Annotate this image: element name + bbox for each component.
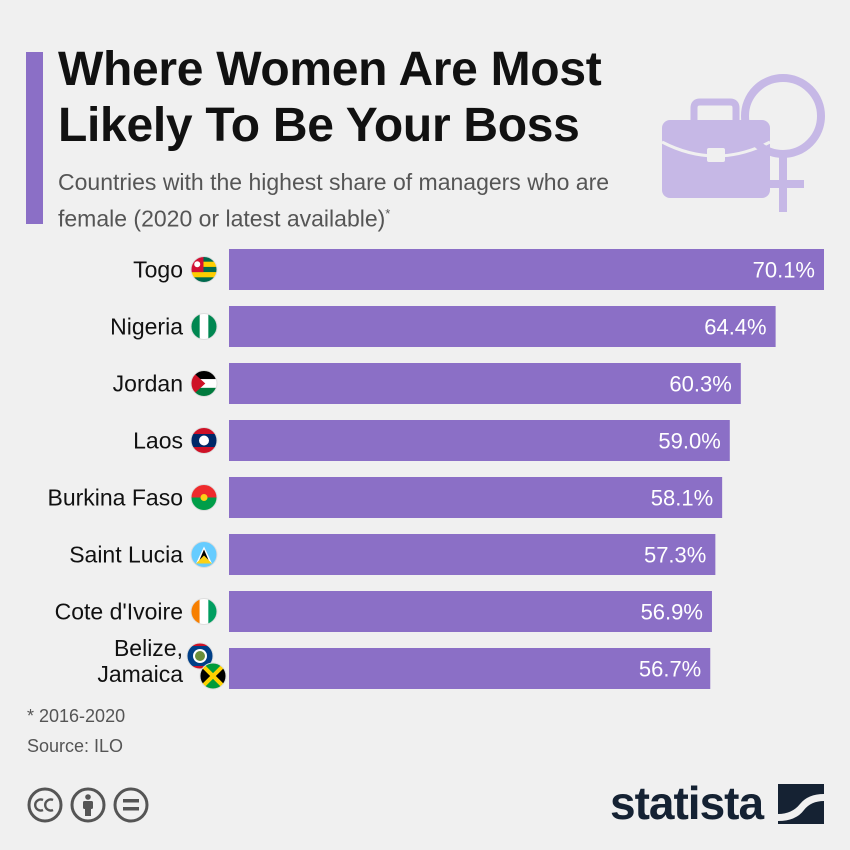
value-label-3: 59.0% (658, 429, 720, 454)
bar-5 (229, 534, 716, 575)
category-label-6: Cote d'Ivoire (55, 599, 183, 625)
belize-jamaica-flag-icon (186, 642, 227, 690)
category-label-5: Saint Lucia (69, 542, 183, 568)
cote-divoire-flag-icon (190, 598, 218, 625)
laos-flag-icon (190, 427, 218, 454)
category-label-1: Nigeria (110, 314, 183, 340)
bar-6 (229, 591, 712, 632)
female-symbol-icon (741, 74, 825, 212)
bar-1 (229, 306, 776, 347)
nigeria-flag-icon (190, 313, 218, 340)
hero-illustration (661, 74, 825, 212)
category-label-3: Laos (133, 428, 183, 454)
statista-logo-icon (778, 784, 824, 824)
value-label-1: 64.4% (704, 315, 766, 340)
value-label-4: 58.1% (651, 486, 713, 511)
bar-4 (229, 477, 723, 518)
bar-0 (229, 249, 824, 290)
chart-title: Where Women Are Most Likely To Be Your B… (58, 43, 602, 152)
category-label-4: Burkina Faso (47, 485, 183, 511)
chart-subtitle: Countries with the highest share of mana… (58, 166, 658, 235)
bar-2 (229, 363, 741, 404)
value-label-2: 60.3% (669, 372, 731, 397)
title-accent-bar (26, 52, 43, 224)
category-label-0: Togo (133, 257, 183, 283)
jordan-flag-icon (190, 370, 218, 397)
footnote: * 2016-2020 (27, 706, 126, 726)
burkina-faso-flag-icon (190, 484, 218, 511)
cc-icon[interactable] (27, 787, 63, 823)
attribution-icon[interactable] (70, 787, 106, 823)
bar-3 (229, 420, 730, 461)
value-label-6: 56.9% (641, 600, 703, 625)
source-note: Source: ILO (27, 736, 124, 756)
value-label-0: 70.1% (753, 258, 815, 283)
subtitle-marker: * (385, 206, 391, 221)
briefcase-icon (661, 98, 771, 198)
license-icons (27, 787, 149, 823)
saint-lucia-flag-icon (190, 541, 218, 568)
statista-logo-text: statista (610, 777, 764, 829)
category-label-2: Jordan (113, 371, 183, 397)
bar-7 (229, 648, 711, 689)
value-label-7: 56.7% (639, 657, 701, 682)
bar-chart: 70.1% Togo 64.4% Nigeria 60.3% Jordan 59.0% Lao… (47, 249, 824, 690)
category-label-7: Belize, Jamaica (97, 635, 183, 687)
no-derivatives-icon[interactable] (113, 787, 149, 823)
subtitle-text: Countries with the highest share of mana… (58, 169, 610, 232)
togo-flag-icon (190, 256, 218, 283)
value-label-5: 57.3% (644, 543, 706, 568)
